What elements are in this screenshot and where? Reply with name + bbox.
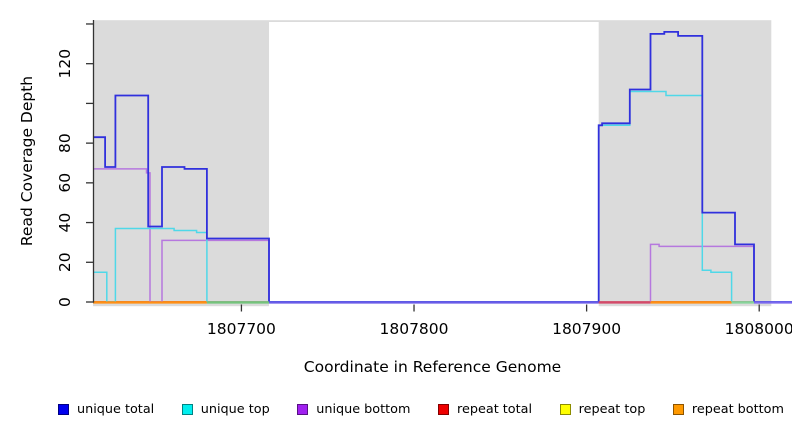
legend-label: unique bottom	[316, 401, 411, 417]
legend-item-unique-top: unique top	[181, 401, 270, 417]
legend-swatch-repeat-top	[559, 403, 571, 415]
legend-swatch-repeat-bottom	[672, 403, 684, 415]
y-tick-label: 120	[56, 49, 74, 79]
series-line-unique-total	[93, 31, 792, 303]
x-axis-title: Coordinate in Reference Genome	[303, 358, 562, 376]
y-tick-label: 20	[56, 252, 74, 272]
legend-label: unique total	[77, 401, 155, 417]
x-tick-label: 1807800	[379, 320, 448, 338]
x-tick-label: 1808000	[725, 320, 792, 338]
legend-swatch-unique-bottom	[297, 403, 309, 415]
shaded-region	[598, 21, 772, 307]
legend-item-repeat-bottom: repeat bottom	[672, 401, 784, 417]
shaded-region	[93, 21, 270, 307]
y-tick-label: 40	[56, 213, 74, 233]
legend-item-repeat-top: repeat top	[559, 401, 646, 417]
y-tick-label: 60	[56, 173, 74, 193]
legend-item-unique-bottom: unique bottom	[297, 402, 410, 417]
y-axis-title: Read Coverage Depth	[18, 75, 36, 247]
legend-swatch-unique-top	[181, 403, 193, 415]
legend-swatch-repeat-total	[438, 403, 450, 415]
plot-area: 0 20 40 60 80 120 1807700 1807800 1807900 1808000	[56, 20, 792, 338]
x-tick-label: 1807900	[552, 320, 621, 338]
legend-item-unique-total: unique total	[58, 402, 154, 417]
x-tick-label: 1807700	[207, 320, 276, 338]
legend-label: repeat bottom	[691, 401, 784, 417]
legend-label: repeat top	[578, 401, 646, 417]
plot-top-border	[93, 20, 772, 22]
legend-swatch-unique-total	[58, 403, 69, 415]
y-tick-label: 80	[56, 133, 74, 153]
legend-label: repeat total	[457, 401, 533, 417]
legend-item-repeat-total: repeat total	[438, 402, 532, 417]
legend-label: unique top	[200, 401, 270, 417]
y-tick-label: 0	[56, 297, 74, 307]
legend: unique total unique top unique bottom repea…	[0, 397, 792, 421]
